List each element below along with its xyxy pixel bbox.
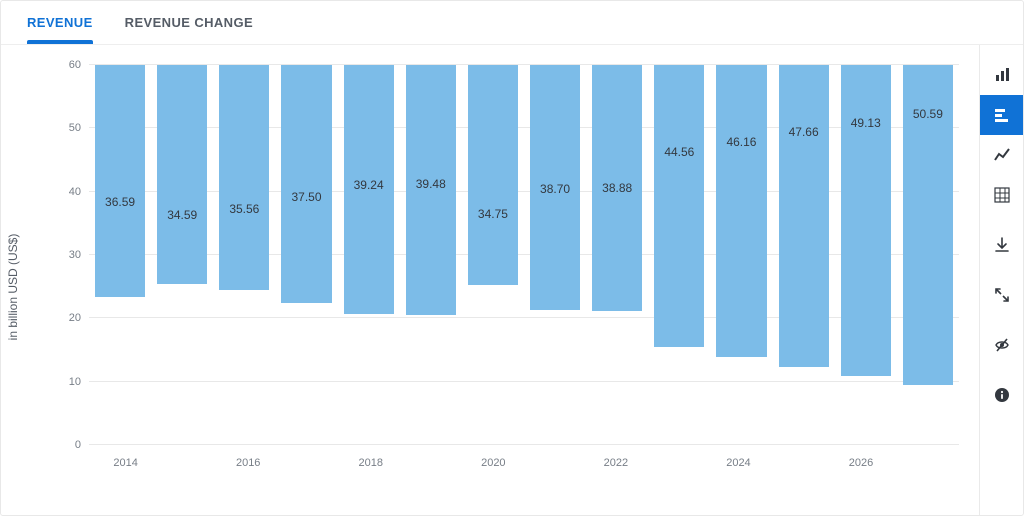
hide-icon[interactable] bbox=[980, 325, 1023, 365]
bar-2021[interactable]: 38.70 bbox=[530, 65, 580, 445]
fullscreen-icon[interactable] bbox=[980, 275, 1023, 315]
x-tick bbox=[769, 451, 830, 475]
toolbar-divider bbox=[980, 265, 1023, 275]
bar-value-label: 44.56 bbox=[664, 145, 694, 159]
download-icon[interactable] bbox=[980, 225, 1023, 265]
bar-rect bbox=[219, 65, 269, 290]
bar-2022[interactable]: 38.88 bbox=[592, 65, 642, 445]
line-chart-icon[interactable] bbox=[980, 135, 1023, 175]
bar-2018[interactable]: 39.24 bbox=[344, 65, 394, 445]
bar-rect bbox=[468, 65, 518, 285]
y-tick: 0 bbox=[75, 439, 89, 451]
bar-2023[interactable]: 44.56 bbox=[654, 65, 704, 445]
bars: 36.59 34.59 35.56 37.50 39.24 39.48 34.75 38.70… bbox=[89, 65, 959, 445]
toolbar-divider bbox=[980, 215, 1023, 225]
toolbar-divider bbox=[980, 365, 1023, 375]
x-tick bbox=[892, 451, 953, 475]
bar-rect bbox=[841, 65, 891, 376]
bar-2025[interactable]: 47.66 bbox=[779, 65, 829, 445]
y-tick: 60 bbox=[69, 59, 89, 71]
bar-2015[interactable]: 34.59 bbox=[157, 65, 207, 445]
bar-2024[interactable]: 46.16 bbox=[716, 65, 766, 445]
bar-value-label: 38.88 bbox=[602, 181, 632, 195]
bar-value-label: 36.59 bbox=[105, 195, 135, 209]
chart-body: in billion USD (US$) 010203040506036.593… bbox=[1, 45, 1023, 515]
x-tick: 2020 bbox=[463, 451, 524, 475]
x-tick bbox=[647, 451, 708, 475]
x-tick: 2018 bbox=[340, 451, 401, 475]
x-tick: 2014 bbox=[95, 451, 156, 475]
chart-card: REVENUEREVENUE CHANGE in billion USD (US… bbox=[0, 0, 1024, 516]
bar-2027[interactable]: 50.59 bbox=[903, 65, 953, 445]
tab-bar: REVENUEREVENUE CHANGE bbox=[1, 1, 1023, 45]
x-tick: 2024 bbox=[708, 451, 769, 475]
x-tick bbox=[156, 451, 217, 475]
bar-value-label: 34.75 bbox=[478, 207, 508, 221]
bar-rect bbox=[779, 65, 829, 367]
bar-value-label: 46.16 bbox=[726, 135, 756, 149]
y-tick: 20 bbox=[69, 312, 89, 324]
y-tick: 30 bbox=[69, 249, 89, 261]
bar-rect bbox=[157, 65, 207, 284]
bar-2026[interactable]: 49.13 bbox=[841, 65, 891, 445]
bar-rect bbox=[654, 65, 704, 347]
bar-value-label: 38.70 bbox=[540, 182, 570, 196]
x-tick bbox=[279, 451, 340, 475]
bar-value-label: 37.50 bbox=[291, 190, 321, 204]
bar-chart-icon[interactable] bbox=[980, 55, 1023, 95]
bar-value-label: 49.13 bbox=[851, 116, 881, 130]
x-tick: 2016 bbox=[218, 451, 279, 475]
y-tick: 10 bbox=[69, 376, 89, 388]
bar-value-label: 47.66 bbox=[789, 125, 819, 139]
y-tick: 50 bbox=[69, 122, 89, 134]
bar-2020[interactable]: 34.75 bbox=[468, 65, 518, 445]
info-icon[interactable] bbox=[980, 375, 1023, 415]
y-axis-label: in billion USD (US$) bbox=[6, 234, 20, 341]
bar-2016[interactable]: 35.56 bbox=[219, 65, 269, 445]
x-axis: 2014 2016 2018 2020 2022 2024 2026 bbox=[89, 451, 959, 475]
x-tick bbox=[524, 451, 585, 475]
toolbar-divider bbox=[980, 315, 1023, 325]
bar-rect bbox=[281, 65, 331, 303]
x-tick: 2026 bbox=[830, 451, 891, 475]
x-tick bbox=[401, 451, 462, 475]
x-tick: 2022 bbox=[585, 451, 646, 475]
bar-2017[interactable]: 37.50 bbox=[281, 65, 331, 445]
y-tick: 40 bbox=[69, 186, 89, 198]
bar-value-label: 39.24 bbox=[354, 178, 384, 192]
bar-rect bbox=[716, 65, 766, 357]
stacked-chart-icon[interactable] bbox=[980, 95, 1023, 135]
chart-zone: in billion USD (US$) 010203040506036.593… bbox=[1, 45, 979, 515]
bar-value-label: 50.59 bbox=[913, 107, 943, 121]
table-icon[interactable] bbox=[980, 175, 1023, 215]
bar-rect bbox=[95, 65, 145, 297]
bar-value-label: 39.48 bbox=[416, 177, 446, 191]
tab-revenue[interactable]: REVENUE bbox=[11, 1, 109, 44]
bar-value-label: 34.59 bbox=[167, 208, 197, 222]
bar-2019[interactable]: 39.48 bbox=[406, 65, 456, 445]
side-toolbar bbox=[979, 45, 1023, 515]
plot-area: 010203040506036.5934.5935.5637.5039.2439… bbox=[89, 65, 959, 445]
tab-revenue-change[interactable]: REVENUE CHANGE bbox=[109, 1, 269, 44]
bar-2014[interactable]: 36.59 bbox=[95, 65, 145, 445]
bar-value-label: 35.56 bbox=[229, 202, 259, 216]
